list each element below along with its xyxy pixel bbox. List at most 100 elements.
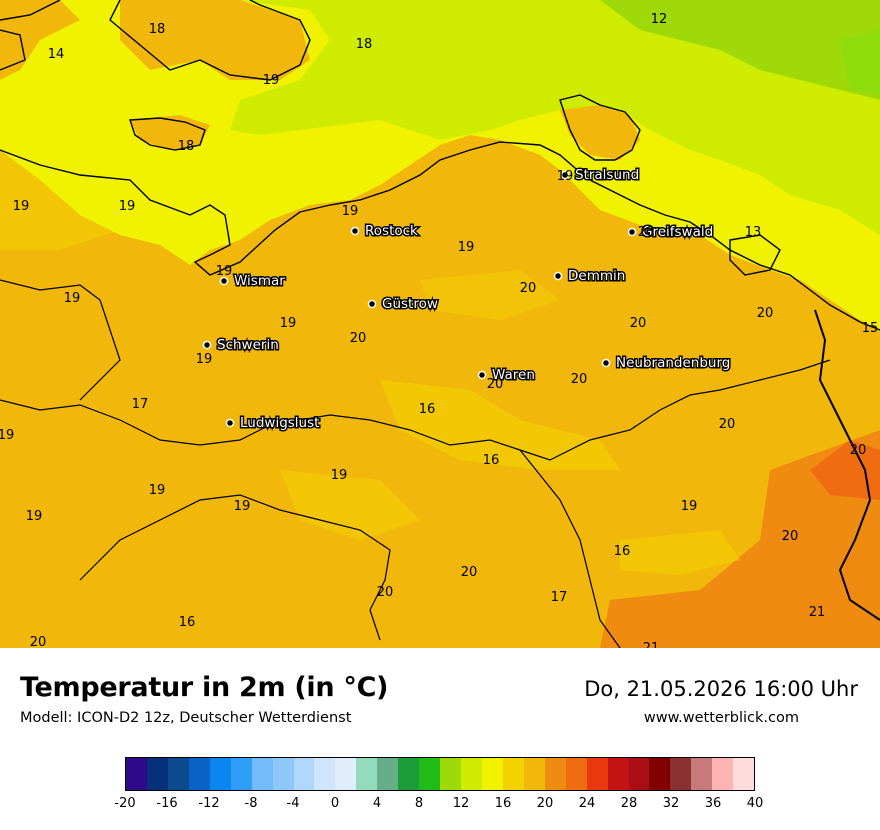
legend-swatch [649,758,671,790]
legend-swatch [167,758,189,790]
legend-tick-label: 4 [372,796,382,811]
temperature-value: 20 [719,417,736,432]
legend-tick-label: -16 [156,796,178,811]
legend-swatch [356,758,378,790]
country-border [814,309,880,621]
coastline [0,0,880,331]
legend-tick-label: 8 [414,796,424,811]
city-marker [202,340,212,350]
temperature-value: 19 [64,291,81,306]
temperature-value: 19 [196,352,213,367]
city-marker [219,276,229,286]
website-link[interactable]: www.wetterblick.com [643,710,799,726]
temperature-value: 18 [149,22,166,37]
temperature-value: 20 [638,225,655,240]
temperature-value: 19 [458,240,475,255]
legend-swatch [377,758,399,790]
legend-swatch [481,758,503,790]
city-label: Rostock [365,223,418,239]
legend-swatch [691,758,713,790]
legend-swatch [733,758,755,790]
warm-area-southeast [600,430,880,648]
city-marker [601,358,611,368]
city-label: Neubrandenburg [616,355,730,371]
land-ruegen [560,105,640,160]
city-label: Greifswald [642,224,713,240]
temperature-value: 20 [30,635,47,648]
cool-patch-southeast [620,530,740,575]
temperature-value: 18 [178,139,195,154]
cool-patch-center [380,380,620,470]
temperature-value: 19 [331,468,348,483]
legend-swatch [502,758,524,790]
temperature-value: 19 [149,483,166,498]
legend-tick-label: -12 [198,796,220,811]
legend-swatch [440,758,461,790]
legend-tick-label: 16 [494,796,512,811]
temperature-map: Stralsund Rostock Greifswald Demmin Wismar Gü… [0,0,880,648]
legend-tick-label: 12 [452,796,470,811]
legend-tick-label: 28 [620,796,638,811]
city-label: Güstrow [382,296,438,312]
temperature-value: 19 [0,428,14,443]
land-northwest [0,0,80,80]
temperature-value: 19 [557,169,574,184]
temperature-value: 19 [342,204,359,219]
legend-swatch [586,758,608,790]
city-label: Schwerin [217,337,279,353]
legend-swatch [712,758,734,790]
temperature-value: 20 [520,281,537,296]
land-island-north [120,0,310,80]
temperature-value: 20 [782,529,799,544]
legend-tick-label: 0 [330,796,340,811]
legend-tick-label: 20 [536,796,554,811]
temperature-value: 19 [26,509,43,524]
legend-swatch [209,758,231,790]
city-marker [560,170,570,180]
city-label: Ludwigslust [240,415,319,431]
temperature-value: 20 [487,377,504,392]
temperature-value: 17 [551,590,568,605]
city-marker [627,227,637,237]
temperature-value: 20 [850,443,867,458]
temperature-value: 16 [483,453,500,468]
legend-swatch [565,758,587,790]
legend-tick-label: 24 [578,796,596,811]
legend-swatch [230,758,252,790]
legend-tick-label: 36 [704,796,722,811]
cool-patch-guestrow [420,270,560,320]
city-label: Wismar [234,273,285,289]
legend-swatch [398,758,420,790]
city-label: Waren [492,367,535,383]
temperature-value: 14 [48,47,65,62]
temperature-value: 19 [234,499,251,514]
sea-mid [230,0,880,235]
sea-cool [600,0,880,100]
legend-swatch [544,758,566,790]
city-marker [553,271,563,281]
legend-swatch [607,758,629,790]
legend-swatch [293,758,315,790]
map-title: Temperatur in 2m (in °C) [20,672,389,703]
temperature-value: 17 [132,397,149,412]
temperature-value: 19 [280,316,297,331]
temperature-value: 19 [119,199,136,214]
temperature-value: 21 [809,605,826,620]
legend-tick-label: -4 [286,796,300,811]
city-marker [350,226,360,236]
city-marker [225,418,235,428]
model-subtitle: Modell: ICON-D2 12z, Deutscher Wetterdie… [20,710,352,726]
city-marker [367,299,377,309]
temperature-value: 16 [614,544,631,559]
legend-swatch [126,758,147,790]
value-layer: 12 18 18 14 19 18 19 19 19 19 20 13 19 19 20 19 20 19 20 15… [0,12,878,648]
legend-swatch [146,758,168,790]
legend-ticks: -20 -16 -12 -8 -4 0 4 8 12 16 20 24 28 32 36 40 [0,796,880,816]
temperature-value: 16 [419,402,436,417]
temperature-value: 20 [461,565,478,580]
legend-swatch [335,758,357,790]
temperature-value: 19 [13,199,30,214]
legend-swatch [272,758,294,790]
temperature-value: 16 [179,615,196,630]
temperature-value: 19 [216,264,233,279]
